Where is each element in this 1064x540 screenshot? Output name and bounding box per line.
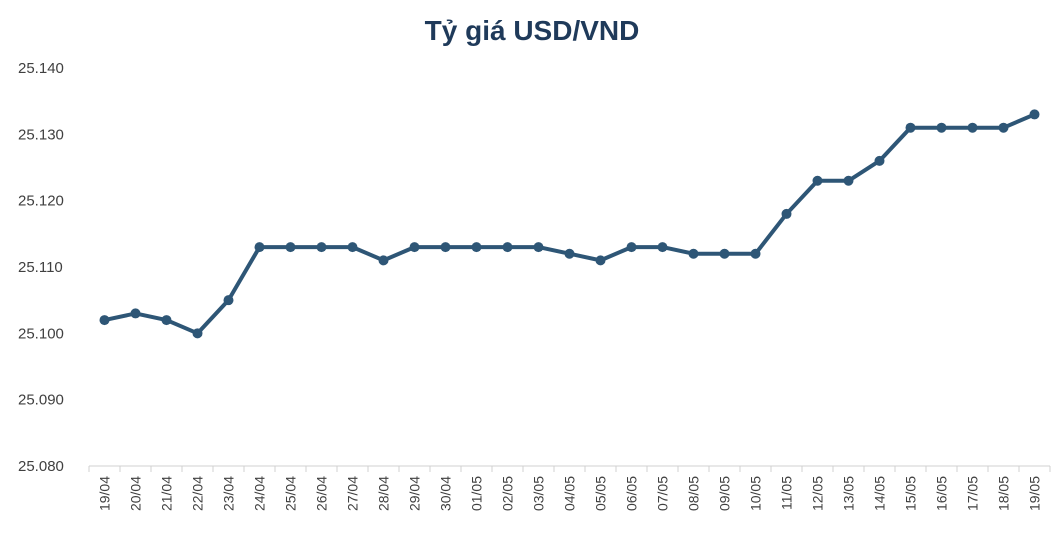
data-point xyxy=(595,255,606,266)
y-tick-label: 25.120 xyxy=(18,193,64,210)
data-point xyxy=(936,122,947,133)
data-point xyxy=(564,248,575,259)
x-tick-label: 11/05 xyxy=(779,476,795,510)
x-tick-label: 22/04 xyxy=(190,476,206,511)
y-axis: 25.080 25.090 25.100 25.110 25.120 25.130 25.1… xyxy=(18,60,64,475)
data-point xyxy=(223,295,234,306)
x-tick-label: 20/04 xyxy=(128,476,144,511)
data-point xyxy=(409,242,420,253)
x-tick-label: 06/05 xyxy=(624,476,640,511)
data-point xyxy=(843,175,854,186)
data-point xyxy=(533,242,544,253)
x-tick-label: 19/04 xyxy=(97,476,113,511)
x-tick-label: 09/05 xyxy=(717,476,733,511)
data-point xyxy=(719,248,730,259)
data-point xyxy=(99,315,110,326)
x-tick-label: 17/05 xyxy=(965,476,981,511)
data-point xyxy=(1029,109,1040,120)
x-tick-label: 10/05 xyxy=(748,476,764,511)
x-tick-label: 24/04 xyxy=(252,476,268,511)
x-tick-label: 21/04 xyxy=(159,476,175,511)
x-tick-label: 30/04 xyxy=(438,476,454,511)
x-tick-label: 02/05 xyxy=(500,476,516,511)
data-point xyxy=(192,328,203,339)
x-tick-label: 23/04 xyxy=(221,476,237,511)
x-tick-label: 04/05 xyxy=(562,476,578,511)
data-point xyxy=(347,242,358,253)
data-point xyxy=(967,122,978,133)
y-tick-label: 25.140 xyxy=(18,60,64,77)
x-axis: 19/04 20/04 21/04 22/04 23/04 24/04 25/04 26/04… xyxy=(88,465,1051,511)
x-tick-label: 13/05 xyxy=(841,476,857,511)
data-point xyxy=(812,175,823,186)
x-tick-label: 16/05 xyxy=(934,476,950,511)
x-tick-label: 29/04 xyxy=(407,476,423,511)
x-tick-label: 26/04 xyxy=(314,476,330,511)
x-tick-label: 07/05 xyxy=(655,476,671,511)
y-tick-label: 25.130 xyxy=(18,126,64,143)
y-tick-label: 25.100 xyxy=(18,325,64,342)
data-point xyxy=(130,308,141,319)
data-point xyxy=(905,122,916,133)
x-tick-label: 14/05 xyxy=(872,476,888,511)
x-tick-label: 15/05 xyxy=(903,476,919,511)
data-point xyxy=(316,242,327,253)
data-point xyxy=(161,315,172,326)
y-tick-label: 25.090 xyxy=(18,392,64,409)
data-point xyxy=(471,242,482,253)
data-point xyxy=(378,255,389,266)
data-point xyxy=(874,155,885,166)
x-tick-label: 18/05 xyxy=(996,476,1012,511)
data-point xyxy=(998,122,1009,133)
x-tick-label: 19/05 xyxy=(1027,476,1043,511)
chart-title: Tỷ giá USD/VND xyxy=(425,15,640,46)
data-point xyxy=(688,248,699,259)
series-polyline xyxy=(102,112,1037,336)
data-point xyxy=(657,242,668,253)
data-point xyxy=(750,248,761,259)
x-tick-label: 25/04 xyxy=(283,476,299,511)
data-point xyxy=(440,242,451,253)
data-point xyxy=(254,242,265,253)
x-tick-label: 27/04 xyxy=(345,476,361,511)
x-tick-label: 12/05 xyxy=(810,476,826,511)
y-tick-label: 25.110 xyxy=(18,259,63,276)
data-point xyxy=(626,242,637,253)
data-point xyxy=(781,208,792,219)
data-points xyxy=(99,109,1040,339)
x-tick-label: 08/05 xyxy=(686,476,702,511)
y-tick-label: 25.080 xyxy=(18,458,64,475)
x-tick-label: 01/05 xyxy=(469,476,485,511)
data-point xyxy=(285,242,296,253)
data-point xyxy=(502,242,513,253)
x-tick-label: 03/05 xyxy=(531,476,547,511)
series-line xyxy=(102,112,1037,336)
x-tick-label: 05/05 xyxy=(593,476,609,511)
x-tick-label: 28/04 xyxy=(376,476,392,511)
